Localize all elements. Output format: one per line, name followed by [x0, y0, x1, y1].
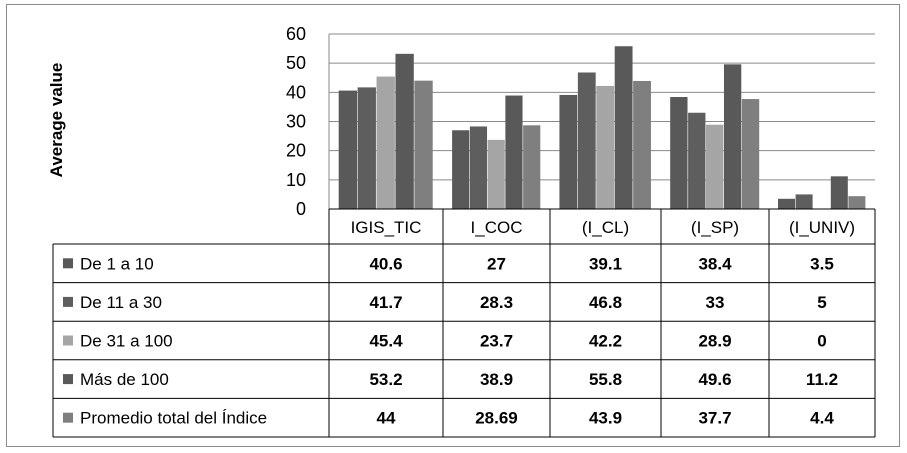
y-tick-label: 30 [286, 112, 306, 132]
legend-label: De 31 a 100 [80, 332, 173, 351]
bar [577, 72, 596, 209]
data-label: 27 [487, 254, 506, 273]
y-tick-label: 40 [286, 82, 306, 102]
bar [596, 85, 615, 209]
bar [487, 139, 505, 209]
legend-label: Más de 100 [80, 370, 169, 389]
data-label: 37.7 [698, 409, 731, 428]
bar [559, 94, 578, 209]
data-label: 42.2 [589, 332, 622, 351]
legend-label: De 1 a 10 [80, 254, 154, 273]
data-label: 28.3 [480, 293, 513, 312]
data-label: 46.8 [589, 293, 622, 312]
legend-label: De 11 a 30 [80, 293, 162, 312]
bar [414, 80, 433, 210]
y-tick-label: 20 [286, 141, 306, 161]
data-label: 4.4 [810, 409, 834, 428]
bar [706, 124, 724, 209]
bar [670, 97, 688, 209]
chart-frame [6, 4, 900, 447]
bar [778, 198, 796, 209]
bar [633, 80, 651, 209]
y-axis-label: Average value [47, 63, 66, 178]
legend-swatch [63, 296, 73, 307]
data-label: 38.4 [698, 254, 732, 273]
data-label: 28.69 [475, 409, 518, 428]
y-tick-label: 60 [286, 24, 306, 44]
bar [357, 87, 376, 209]
data-label: 55.8 [589, 370, 622, 389]
data-label: 41.7 [369, 293, 402, 312]
bar [505, 95, 523, 209]
y-tick-label: 0 [296, 199, 306, 219]
legend-swatch [63, 258, 73, 269]
data-table: IGIS_TIC I_COC (I_CL) (I_SP) (I_UNIV) De 1 a … [52, 208, 876, 438]
bar [338, 90, 358, 209]
data-label: 53.2 [369, 370, 402, 389]
data-label: 49.6 [698, 370, 731, 389]
bar [523, 125, 541, 209]
data-label: 45.4 [369, 332, 403, 351]
bar [614, 46, 633, 209]
bar [723, 64, 742, 209]
y-axis-ticks: 0 10 20 30 40 50 60 [286, 24, 306, 219]
data-label: 40.6 [369, 254, 402, 273]
bar [795, 194, 813, 209]
data-label: 28.9 [698, 332, 731, 351]
legend-label: Promedio total del Índice [80, 409, 267, 428]
legend-swatch [63, 412, 73, 423]
bar [848, 196, 866, 209]
data-label: 0 [817, 332, 826, 351]
bars [338, 46, 866, 210]
category-label: IGIS_TIC [351, 218, 422, 237]
data-label: 38.9 [480, 370, 513, 389]
data-label: 44 [377, 409, 396, 428]
bar [469, 126, 488, 209]
data-label: 43.9 [589, 409, 622, 428]
legend-swatch [63, 335, 73, 346]
category-label: (I_UNIV) [789, 218, 855, 237]
bar [830, 176, 848, 209]
y-tick-label: 10 [286, 170, 306, 190]
data-label: 5 [817, 293, 826, 312]
category-label: (I_CL) [582, 218, 629, 237]
category-label: I_COC [471, 218, 523, 237]
bar [688, 112, 706, 209]
data-label: 23.7 [480, 332, 513, 351]
data-label: 3.5 [810, 254, 834, 273]
category-label: (I_SP) [691, 218, 739, 237]
bar [741, 99, 760, 209]
bar [376, 76, 395, 209]
y-tick-label: 50 [286, 53, 306, 73]
data-label: 33 [706, 293, 725, 312]
bar [395, 53, 414, 210]
legend-swatch [63, 374, 73, 385]
bar [452, 130, 470, 209]
data-label: 11.2 [806, 370, 838, 389]
data-label: 39.1 [589, 254, 622, 273]
